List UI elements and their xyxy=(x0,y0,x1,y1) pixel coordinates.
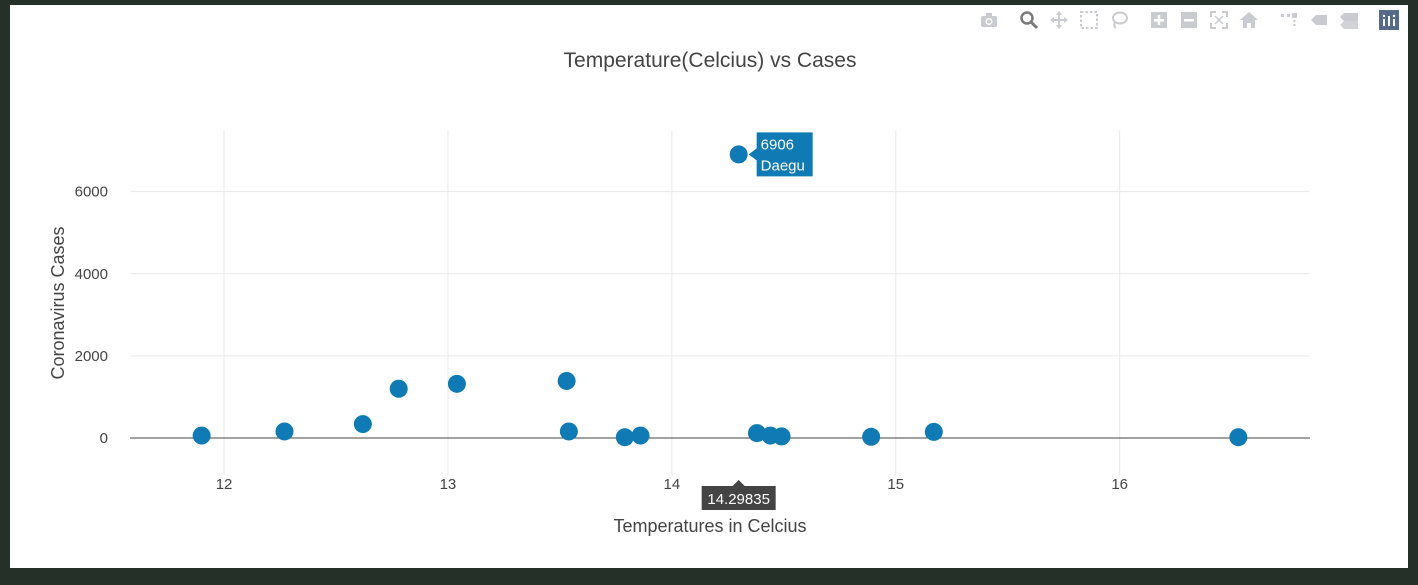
modebar-group xyxy=(976,9,1002,31)
labels-layer: 12 13 14 15 16 0 2000 4000 6000 xyxy=(75,184,1128,493)
scatter-point[interactable] xyxy=(924,422,943,441)
zoom-out-icon[interactable] xyxy=(1176,9,1202,31)
lasso-icon[interactable] xyxy=(1106,9,1132,31)
hover-value: 6906 xyxy=(761,136,794,153)
hover-label-box xyxy=(748,132,813,177)
x-tick-label: 13 xyxy=(440,476,457,493)
reset-axes-icon[interactable] xyxy=(1236,9,1262,31)
spike-lines-icon[interactable] xyxy=(1276,9,1302,31)
scatter-point[interactable] xyxy=(729,145,748,164)
scatter-point[interactable] xyxy=(192,426,211,445)
camera-icon[interactable] xyxy=(976,9,1002,31)
modebar-group xyxy=(1276,9,1362,31)
hover-closest-icon[interactable] xyxy=(1306,9,1332,31)
plot-frame: 12 13 14 15 16 0 2000 4000 6000 Temperature(Celc… xyxy=(10,5,1408,568)
x-hover-value: 14.29835 xyxy=(707,491,770,508)
pan-icon[interactable] xyxy=(1046,9,1072,31)
y-tick-label: 0 xyxy=(100,430,108,447)
y-tick-label: 6000 xyxy=(75,184,108,201)
x-tick-label: 15 xyxy=(887,476,904,493)
hover-layer: 6906 Daegu 14.29835 xyxy=(701,132,813,510)
scatter-point[interactable] xyxy=(631,426,650,445)
x-tick-label: 16 xyxy=(1111,476,1128,493)
scatter-point[interactable] xyxy=(447,374,466,393)
autoscale-icon[interactable] xyxy=(1206,9,1232,31)
scatter-point[interactable] xyxy=(275,422,294,441)
x-tick-label: 14 xyxy=(664,476,681,493)
scatter-point[interactable] xyxy=(862,427,881,446)
scatter-point[interactable] xyxy=(615,428,634,447)
x-tick-label: 12 xyxy=(216,476,233,493)
modebar-group xyxy=(1016,9,1132,31)
y-axis-title: Coronavirus Cases xyxy=(48,226,68,379)
y-tick-label: 4000 xyxy=(75,266,108,283)
scatter-point[interactable] xyxy=(772,427,791,446)
modebar-group xyxy=(1146,9,1262,31)
x-hover-label-box xyxy=(701,480,776,510)
box-select-icon[interactable] xyxy=(1076,9,1102,31)
scatter-point[interactable] xyxy=(557,371,576,390)
modebar xyxy=(966,9,1402,31)
hover-label-name: Daegu xyxy=(761,157,805,174)
y-tick-label: 2000 xyxy=(75,348,108,365)
x-axis-title: Temperatures in Celcius xyxy=(613,516,806,536)
modebar-group xyxy=(1376,9,1402,31)
hover-compare-icon[interactable] xyxy=(1336,9,1362,31)
scatter-point[interactable] xyxy=(559,422,578,441)
chart-title: Temperature(Celcius) vs Cases xyxy=(564,49,857,72)
scatter-chart[interactable]: 12 13 14 15 16 0 2000 4000 6000 Temperature(Celc… xyxy=(10,5,1408,568)
scatter-point[interactable] xyxy=(747,424,766,443)
zoom-icon[interactable] xyxy=(1016,9,1042,31)
scatter-point[interactable] xyxy=(1229,428,1248,447)
grid-layer xyxy=(130,130,1310,475)
scatter-point[interactable] xyxy=(353,415,372,434)
plotly-logo-icon[interactable] xyxy=(1376,9,1402,31)
points-layer xyxy=(192,145,1248,447)
zoom-in-icon[interactable] xyxy=(1146,9,1172,31)
scatter-point[interactable] xyxy=(389,379,408,398)
